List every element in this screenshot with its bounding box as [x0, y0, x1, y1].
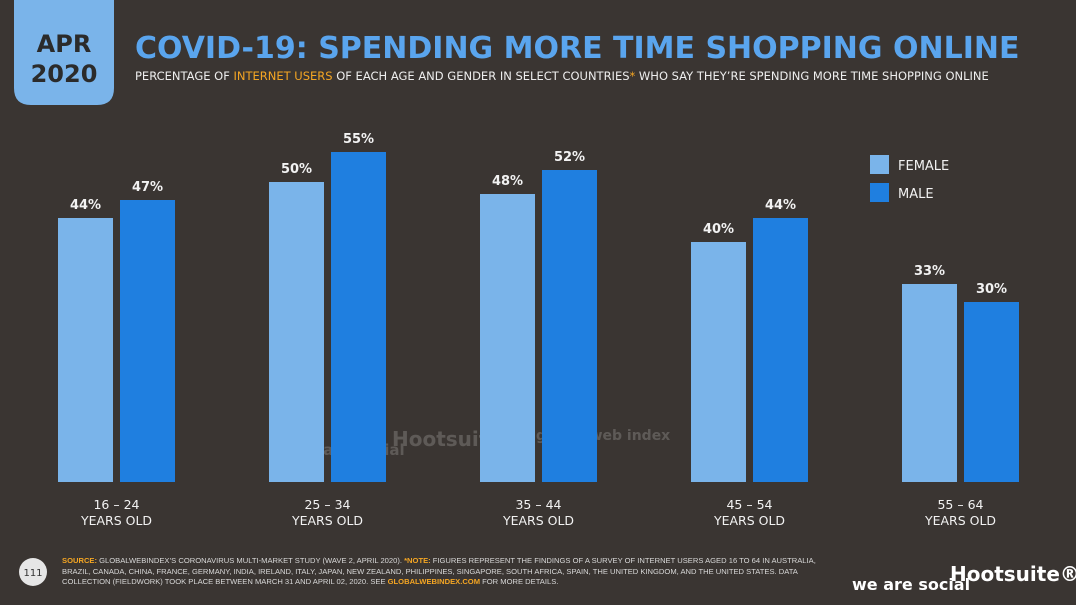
chart-title: COVID-19: SPENDING MORE TIME SHOPPING ON…: [135, 31, 1019, 66]
badge-year: 2020: [31, 60, 98, 88]
bar: [691, 242, 746, 482]
source-part: FIGURES REPRESENT THE FINDINGS OF A SURV…: [62, 556, 816, 586]
bar: [964, 302, 1019, 482]
subtitle-part: OF EACH AGE AND GENDER IN SELECT COUNTRI…: [333, 69, 630, 83]
value-label: 40%: [703, 222, 734, 237]
legend-swatch: [870, 183, 889, 202]
bar: [902, 284, 957, 482]
bar: [480, 194, 535, 482]
bar: [542, 170, 597, 482]
bar: [58, 218, 113, 482]
bar: [120, 200, 175, 482]
subtitle-part: *: [630, 69, 636, 83]
value-label: 33%: [914, 264, 945, 279]
legend-swatch: [870, 155, 889, 174]
x-tick-label: 25 – 34 YEARS OLD: [291, 497, 364, 528]
value-label: 48%: [492, 174, 523, 189]
bar: [753, 218, 808, 482]
x-tick-label: 16 – 24 YEARS OLD: [80, 497, 153, 528]
logo-we-are-social: we are social: [852, 575, 970, 594]
subtitle: PERCENTAGE OF INTERNET USERS OF EACH AGE…: [135, 69, 989, 83]
page-number: 111: [23, 568, 42, 579]
logo-hootsuite: Hootsuite®: [950, 562, 1076, 586]
source-part: SOURCE:: [62, 556, 98, 565]
x-tick-label: 45 – 54 YEARS OLD: [713, 497, 786, 528]
value-label: 30%: [976, 282, 1007, 297]
value-label: 50%: [281, 162, 312, 177]
value-label: 44%: [70, 198, 101, 213]
bar: [269, 182, 324, 482]
value-label: 44%: [765, 198, 796, 213]
badge-month: APR: [37, 30, 92, 58]
subtitle-part: WHO SAY THEY’RE SPENDING MORE TIME SHOPP…: [635, 69, 989, 83]
value-label: 55%: [343, 132, 374, 147]
legend-label: MALE: [898, 187, 934, 202]
date-badge: [14, 0, 114, 105]
subtitle-part: PERCENTAGE OF: [135, 69, 233, 83]
x-tick-label: 55 – 64 YEARS OLD: [924, 497, 997, 528]
source-part: *NOTE:: [404, 556, 431, 565]
subtitle-part: INTERNET USERS: [233, 69, 332, 83]
value-label: 52%: [554, 150, 585, 165]
source-part: GLOBALWEBINDEX.COM: [387, 577, 481, 586]
legend-label: FEMALE: [898, 159, 949, 174]
source-note: SOURCE: GLOBALWEBINDEX’S CORONAVIRUS MUL…: [62, 556, 832, 588]
page-badge: [19, 558, 47, 586]
source-part: GLOBALWEBINDEX’S CORONAVIRUS MULTI-MARKE…: [97, 556, 405, 565]
value-label: 47%: [132, 180, 163, 195]
bar: [331, 152, 386, 482]
x-tick-label: 35 – 44 YEARS OLD: [502, 497, 575, 528]
source-part: FOR MORE DETAILS.: [480, 577, 559, 586]
